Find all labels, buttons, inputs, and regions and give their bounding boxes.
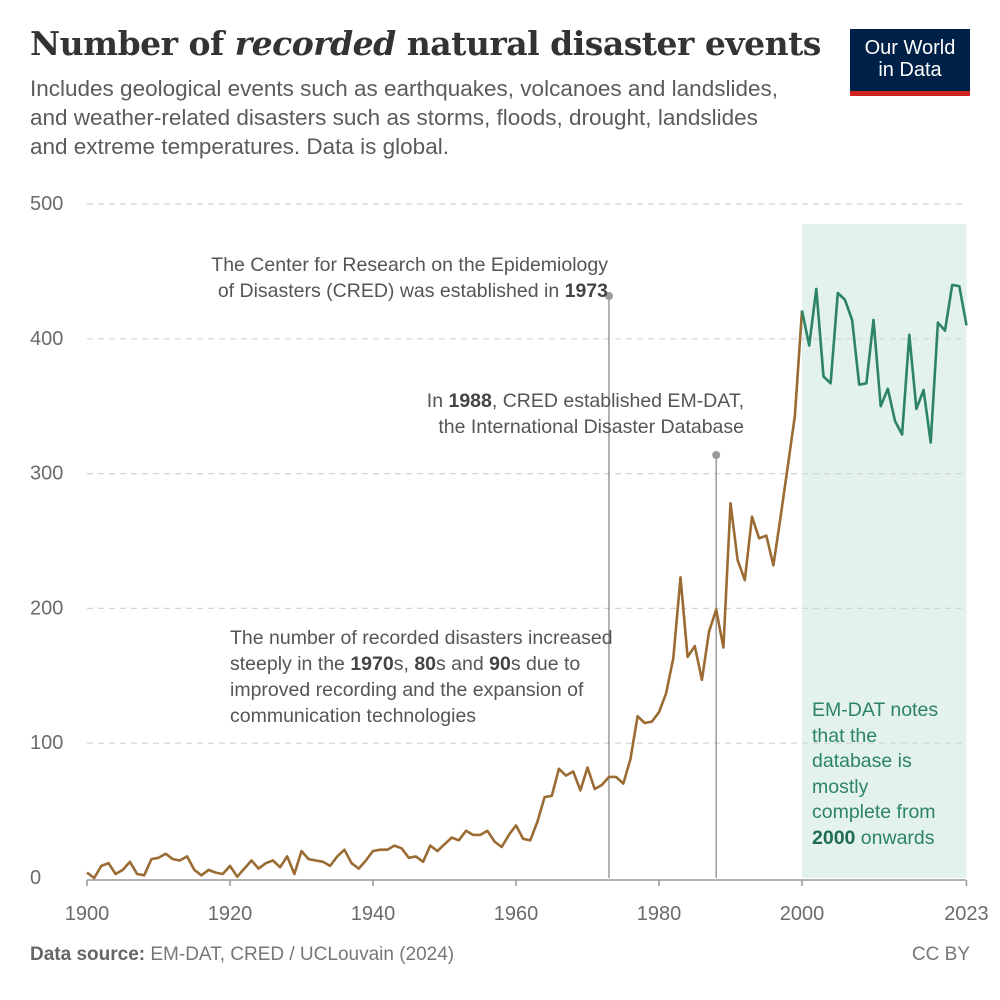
y-tick-label: 300 bbox=[30, 463, 63, 485]
annotation-text: onwards bbox=[855, 826, 935, 849]
source-label: Data source: bbox=[30, 944, 146, 965]
y-tick-label: 100 bbox=[30, 732, 63, 754]
annotation-line: complete from bbox=[812, 801, 936, 823]
annotation-bold: 90 bbox=[489, 653, 511, 675]
title-text: natural disaster events bbox=[395, 24, 822, 63]
y-tick-label: 400 bbox=[30, 328, 63, 350]
annotation-emdat: In 1988, CRED established EM-DAT, the In… bbox=[427, 388, 744, 440]
x-tick-label: 1900 bbox=[65, 903, 110, 925]
annotation-line: database is bbox=[812, 750, 912, 772]
annotation-text: of Disasters (CRED) was established in bbox=[217, 280, 565, 302]
chart-title: Number of recorded natural disaster even… bbox=[30, 24, 821, 63]
event-marker-dot bbox=[712, 451, 721, 459]
event-marker-dot bbox=[604, 292, 613, 300]
annotation-bold: 1973 bbox=[564, 280, 608, 302]
annotation-complete: EM-DAT notes that the database is mostly… bbox=[812, 698, 938, 851]
data-source: Data source: EM-DAT, CRED / UCLouvain (2… bbox=[30, 944, 454, 966]
annotation-line: improved recording and the expansion of bbox=[230, 679, 584, 701]
series-line-before-2000 bbox=[86, 310, 804, 880]
annotation-bold: 80 bbox=[414, 653, 437, 675]
x-tick-label: 2000 bbox=[780, 903, 825, 925]
annotation-line: The Center for Research on the Epidemiol… bbox=[211, 254, 608, 276]
annotation-increase: The number of recorded disasters increas… bbox=[230, 625, 613, 729]
annotation-text: s due to bbox=[510, 653, 581, 675]
series-line-from-2000 bbox=[800, 283, 968, 444]
annotation-text: In bbox=[426, 390, 449, 412]
y-tick-label: 500 bbox=[30, 193, 63, 215]
title-italic: recorded bbox=[234, 24, 397, 63]
annotation-line: EM-DAT notes bbox=[812, 699, 939, 721]
annotation-bold: 2000 bbox=[812, 826, 856, 849]
chart-subtitle: Includes geological events such as earth… bbox=[30, 76, 778, 159]
x-tick-label: 1940 bbox=[351, 903, 396, 925]
highlight-region bbox=[802, 224, 967, 878]
logo-line: Our World bbox=[864, 37, 956, 59]
x-tick-label: 1920 bbox=[208, 903, 253, 925]
annotation-text: s, bbox=[393, 653, 415, 675]
annotation-line: The number of recorded disasters increas… bbox=[230, 627, 613, 649]
annotation-cred: The Center for Research on the Epidemiol… bbox=[211, 252, 608, 304]
annotation-bold: 1988 bbox=[448, 390, 492, 412]
annotation-text: steeply in the bbox=[230, 653, 351, 675]
source-text[interactable]: EM-DAT, CRED / UCLouvain (2024) bbox=[145, 944, 455, 965]
annotation-bold: 1970 bbox=[350, 653, 394, 675]
annotation-text: s and bbox=[436, 653, 490, 675]
x-tick-label: 1960 bbox=[494, 903, 539, 925]
owid-logo[interactable]: Our World in Data bbox=[850, 29, 970, 96]
annotation-line: mostly bbox=[812, 775, 869, 798]
annotation-line: that the bbox=[812, 724, 878, 747]
title-text: Number of bbox=[30, 24, 235, 63]
annotation-text: , CRED established EM-DAT, bbox=[491, 390, 744, 412]
y-tick-label: 200 bbox=[30, 597, 63, 619]
logo-line: in Data bbox=[878, 59, 942, 81]
license[interactable]: CC BY bbox=[911, 944, 970, 965]
annotation-line: the International Disaster Database bbox=[438, 416, 744, 438]
annotation-line: communication technologies bbox=[230, 705, 477, 727]
x-tick-label: 2023 bbox=[944, 903, 989, 925]
y-tick-label: 0 bbox=[30, 867, 41, 889]
x-tick-label: 1980 bbox=[637, 903, 682, 925]
